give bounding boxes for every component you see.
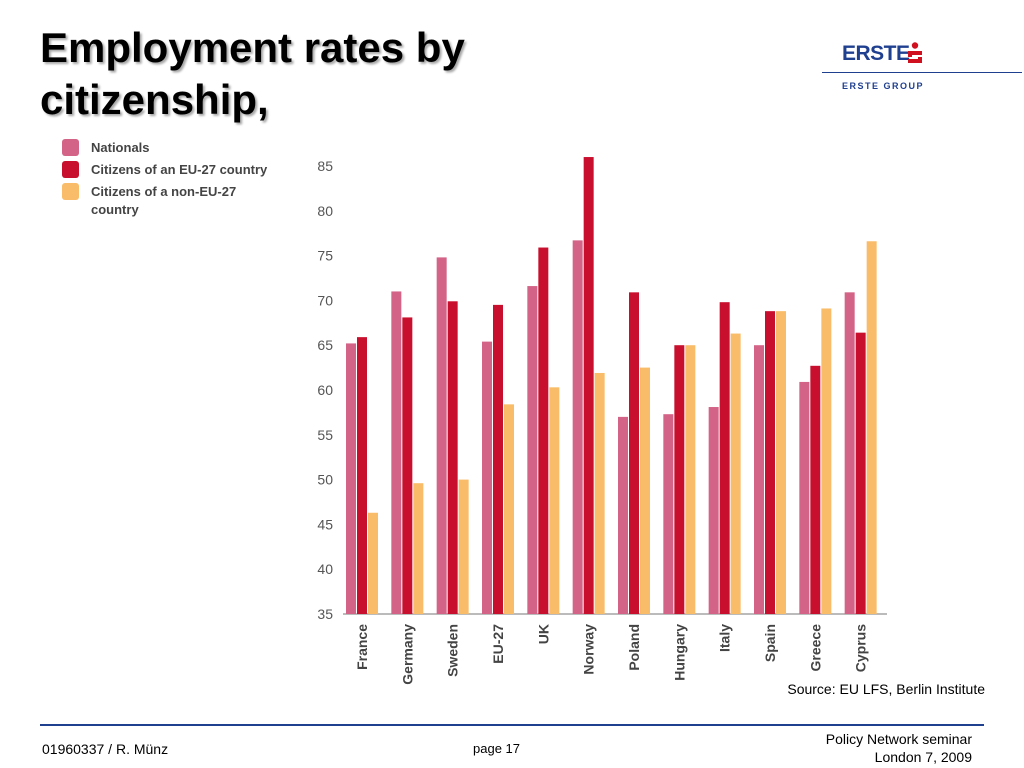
bar-uk-citizens-of-an-eu-27-country bbox=[538, 247, 549, 614]
bar-sweden-citizens-of-an-eu-27-country bbox=[447, 301, 458, 614]
bar-sweden-citizens-of-a-non-eu-27-country bbox=[458, 479, 469, 614]
legend-label-nationals: Nationals bbox=[91, 140, 150, 155]
erste-s-icon bbox=[908, 42, 922, 63]
y-tick-label: 40 bbox=[317, 561, 333, 577]
bar-eu-27-nationals bbox=[482, 341, 492, 614]
footer-page-number: page 17 bbox=[473, 741, 520, 756]
employment-rate-chart: 35 40 45 50 55 60 65 70 75 80 85 France Germany Swede… bbox=[62, 139, 887, 685]
x-tick-label-cyprus: Cyprus bbox=[853, 624, 869, 672]
slide-title: Employment rates by citizenship, bbox=[40, 22, 640, 126]
footer-author: 01960337 / R. Münz bbox=[42, 741, 169, 757]
erste-group-logo: ERSTE ERSTE GROUP bbox=[822, 38, 1022, 98]
bar-hungary-nationals bbox=[663, 414, 674, 614]
y-tick-label: 85 bbox=[317, 158, 333, 174]
bar-cyprus-citizens-of-an-eu-27-country bbox=[855, 332, 866, 614]
bar-uk-citizens-of-a-non-eu-27-country bbox=[549, 387, 560, 614]
x-tick-label-germany: Germany bbox=[399, 624, 415, 685]
logo-subtitle: ERSTE GROUP bbox=[842, 81, 925, 91]
legend-label-citizens-of-an-eu-27-country: Citizens of an EU-27 country bbox=[91, 162, 268, 177]
bar-spain-citizens-of-a-non-eu-27-country bbox=[776, 311, 786, 614]
bar-norway-citizens-of-a-non-eu-27-country bbox=[594, 372, 605, 614]
bar-norway-citizens-of-an-eu-27-country bbox=[583, 157, 594, 615]
bar-spain-citizens-of-an-eu-27-country bbox=[765, 311, 775, 614]
bar-greece-citizens-of-an-eu-27-country bbox=[810, 365, 821, 614]
footer-event-date: London 7, 2009 bbox=[874, 749, 972, 765]
bar-sweden-nationals bbox=[436, 257, 447, 614]
logo-divider bbox=[822, 72, 1022, 73]
footer-event-name: Policy Network seminar bbox=[825, 731, 972, 747]
source-note: Source: EU LFS, Berlin Institute bbox=[787, 681, 985, 697]
bar-norway-nationals bbox=[572, 240, 583, 615]
x-tick-label-greece: Greece bbox=[807, 624, 823, 672]
bar-italy-citizens-of-an-eu-27-country bbox=[719, 302, 730, 614]
y-tick-label: 80 bbox=[317, 203, 333, 219]
bar-hungary-citizens-of-an-eu-27-country bbox=[674, 345, 685, 614]
y-tick-label: 75 bbox=[317, 248, 333, 264]
bar-poland-citizens-of-an-eu-27-country bbox=[629, 292, 639, 614]
bar-france-citizens-of-a-non-eu-27-country bbox=[368, 512, 378, 614]
y-tick-label: 70 bbox=[317, 292, 333, 308]
x-tick-label-eu-27: EU-27 bbox=[490, 624, 506, 664]
bar-italy-nationals bbox=[708, 407, 719, 614]
y-tick-label: 35 bbox=[317, 606, 333, 622]
y-tick-label: 55 bbox=[317, 427, 333, 443]
bar-italy-citizens-of-a-non-eu-27-country bbox=[730, 333, 741, 614]
bar-poland-nationals bbox=[618, 416, 628, 614]
slide-title-line-2: citizenship, bbox=[40, 76, 269, 123]
bar-cyprus-nationals bbox=[844, 292, 855, 614]
y-tick-label: 60 bbox=[317, 382, 333, 398]
bar-hungary-citizens-of-a-non-eu-27-country bbox=[685, 345, 696, 614]
x-tick-label-spain: Spain bbox=[762, 624, 778, 662]
slide-title-line-1: Employment rates by bbox=[40, 24, 465, 71]
y-tick-label: 65 bbox=[317, 337, 333, 353]
x-tick-label-italy: Italy bbox=[717, 624, 733, 652]
legend-swatch-citizens-of-an-eu-27-country bbox=[62, 161, 79, 178]
y-tick-label: 50 bbox=[317, 472, 333, 488]
bar-uk-nationals bbox=[527, 286, 538, 614]
footer-event: Policy Network seminar London 7, 2009 bbox=[826, 730, 972, 766]
footer-divider bbox=[40, 724, 984, 726]
bar-france-citizens-of-an-eu-27-country bbox=[357, 337, 367, 614]
bar-eu-27-citizens-of-an-eu-27-country bbox=[493, 304, 503, 614]
x-tick-label-uk: UK bbox=[535, 624, 551, 644]
x-tick-label-hungary: Hungary bbox=[671, 624, 687, 681]
bar-cyprus-citizens-of-a-non-eu-27-country bbox=[866, 241, 877, 614]
bar-eu-27-citizens-of-a-non-eu-27-country bbox=[504, 404, 514, 614]
logo-wordmark: ERSTE bbox=[842, 42, 910, 65]
legend-swatch-nationals bbox=[62, 139, 79, 156]
legend-swatch-citizens-of-a-non-eu-27-country bbox=[62, 183, 79, 200]
bar-spain-nationals bbox=[754, 345, 764, 614]
bar-germany-citizens-of-a-non-eu-27-country bbox=[413, 483, 424, 614]
x-tick-label-poland: Poland bbox=[626, 624, 642, 671]
bar-germany-nationals bbox=[391, 291, 402, 614]
bar-poland-citizens-of-a-non-eu-27-country bbox=[640, 367, 650, 614]
bar-greece-nationals bbox=[799, 381, 810, 614]
x-tick-label-norway: Norway bbox=[581, 624, 597, 675]
x-tick-label-france: France bbox=[354, 624, 370, 670]
legend-label-citizens-of-a-non-eu-27-country: Citizens of a non-EU-27 country bbox=[91, 184, 236, 217]
bar-greece-citizens-of-a-non-eu-27-country bbox=[821, 308, 832, 614]
y-tick-label: 45 bbox=[317, 516, 333, 532]
x-tick-label-sweden: Sweden bbox=[445, 624, 461, 677]
bar-france-nationals bbox=[346, 343, 356, 614]
bar-germany-citizens-of-an-eu-27-country bbox=[402, 317, 413, 614]
